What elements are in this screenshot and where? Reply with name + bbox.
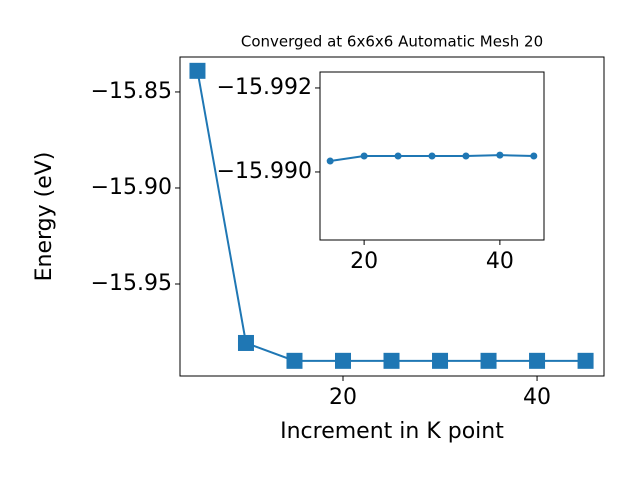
y-tick-label: −15.990 — [217, 159, 312, 184]
y-tick-label: −15.90 — [91, 175, 172, 200]
marker — [335, 352, 352, 369]
marker — [360, 152, 368, 160]
x-axis-label: Increment in K point — [280, 419, 504, 444]
y-tick-label: −15.95 — [91, 271, 172, 296]
chart-title: Converged at 6x6x6 Automatic Mesh 20 — [241, 33, 543, 51]
marker — [237, 334, 254, 351]
marker — [480, 352, 497, 369]
marker — [577, 352, 594, 369]
x-tick-label: 20 — [329, 385, 357, 410]
marker — [530, 152, 538, 160]
marker — [394, 152, 402, 160]
marker — [496, 151, 504, 159]
marker — [286, 352, 303, 369]
y-axis-label: Energy (eV) — [32, 152, 57, 282]
marker — [432, 352, 449, 369]
y-tick-label: −15.85 — [91, 79, 172, 104]
x-tick-label: 20 — [350, 249, 378, 274]
marker — [326, 157, 334, 165]
y-tick-label: −15.992 — [217, 75, 312, 100]
marker — [428, 152, 436, 160]
marker — [189, 62, 206, 79]
marker — [462, 152, 470, 160]
marker — [529, 352, 546, 369]
x-tick-label: 40 — [523, 385, 551, 410]
x-tick-label: 40 — [486, 249, 514, 274]
marker — [383, 352, 400, 369]
